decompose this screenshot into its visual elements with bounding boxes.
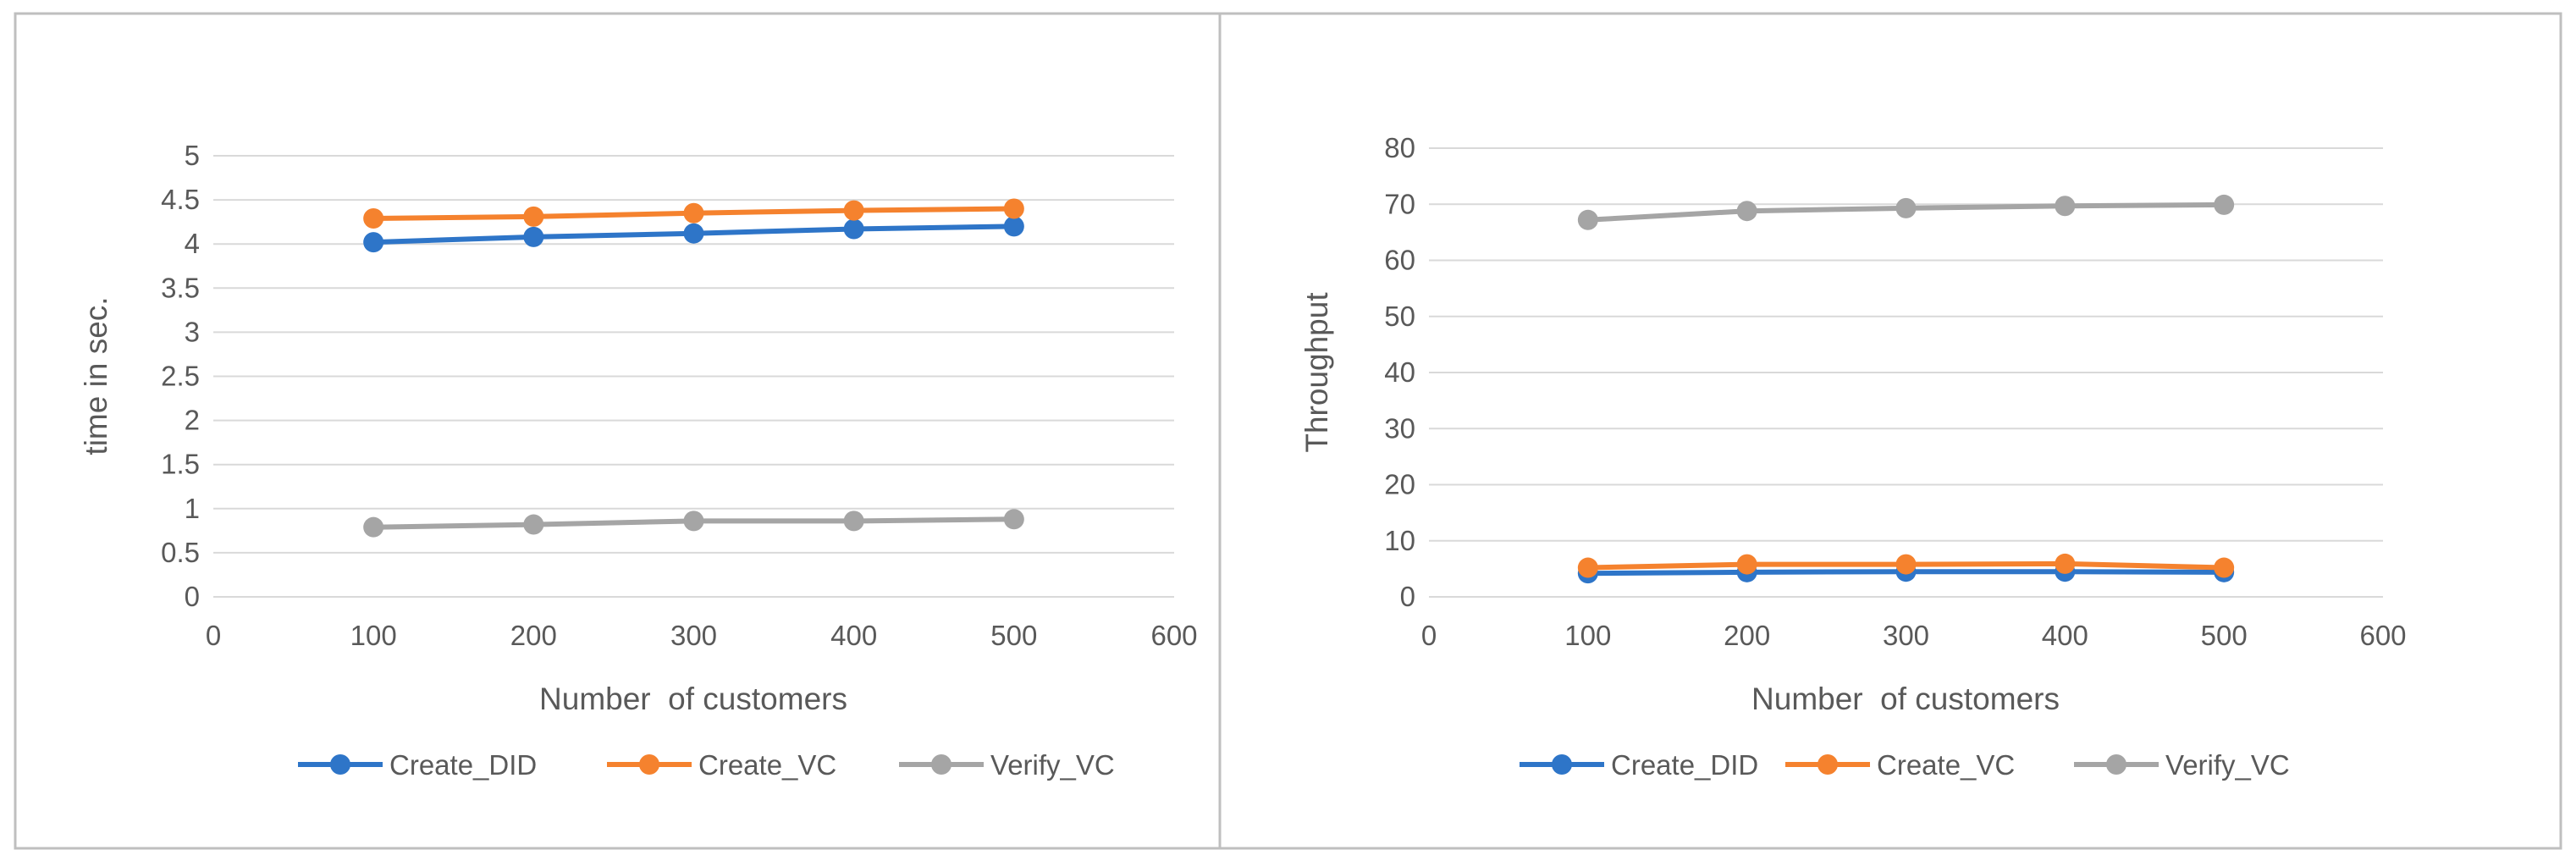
legend-label: Verify_VC — [990, 749, 1115, 781]
x-tick-label: 100 — [1564, 620, 1611, 651]
chart-frame-right — [1218, 12, 2562, 850]
data-point-create-did — [1003, 216, 1024, 237]
legend-item-create-did: Create_DID — [1520, 749, 1758, 781]
legend-label: Create_VC — [698, 749, 836, 781]
legend-label: Create_VC — [1877, 749, 2015, 781]
x-tick-label: 400 — [830, 620, 877, 651]
data-point-create-vc — [363, 207, 384, 229]
x-tick-label: 500 — [990, 620, 1037, 651]
legend-marker-swatch — [1552, 754, 1572, 775]
y-tick-label: 5 — [185, 140, 200, 171]
y-tick-label: 3.5 — [161, 272, 200, 303]
data-point-create-did — [683, 223, 704, 244]
x-axis-title: Number of customers — [539, 682, 847, 716]
y-tick-label: 1 — [185, 493, 200, 524]
data-point-create-vc — [523, 206, 544, 227]
x-axis-title: Number of customers — [1751, 682, 2060, 716]
data-point-create-vc — [1736, 554, 1757, 575]
legend-label: Verify_VC — [2165, 749, 2290, 781]
data-point-create-vc — [683, 202, 704, 224]
data-point-create-vc — [1003, 198, 1024, 219]
data-point-verify-vc — [843, 511, 864, 532]
y-tick-label: 50 — [1384, 301, 1415, 332]
y-tick-label: 70 — [1384, 188, 1415, 219]
y-tick-label: 30 — [1384, 412, 1415, 444]
y-tick-label: 0.5 — [161, 537, 200, 568]
legend-marker-swatch — [931, 754, 952, 775]
y-tick-label: 0 — [1400, 581, 1415, 612]
data-point-verify-vc — [1003, 509, 1024, 530]
legend-item-verify-vc: Verify_VC — [2074, 749, 2290, 781]
chart-time: 0 0.5 1 1.5 2 2.5 3 3.5 4 4.5 5 0 100 200 300 400 500 600… — [79, 140, 1198, 781]
y-tick-label: 80 — [1384, 132, 1415, 163]
data-point-create-did — [363, 232, 384, 253]
legend-label: Create_DID — [389, 749, 537, 781]
x-tick-label: 300 — [670, 620, 717, 651]
data-point-verify-vc — [1736, 201, 1757, 222]
legend-marker-swatch — [639, 754, 659, 775]
data-point-create-vc — [1577, 557, 1598, 578]
y-tick-label: 2 — [185, 405, 200, 436]
y-axis-title: time in sec. — [79, 296, 113, 455]
x-tick-label: 100 — [350, 620, 397, 651]
data-point-create-did — [523, 226, 544, 247]
y-tick-label: 20 — [1384, 469, 1415, 500]
data-point-create-vc — [2214, 557, 2235, 578]
chart-frame-left — [14, 12, 1222, 850]
x-tick-label: 300 — [1883, 620, 1929, 651]
data-point-create-vc — [2055, 553, 2076, 574]
x-tick-label: 200 — [1724, 620, 1770, 651]
data-point-create-vc — [843, 200, 864, 221]
legend-label: Create_DID — [1611, 749, 1758, 781]
chart-throughput: 0 10 20 30 40 50 60 70 80 0 100 200 300 400 500 600 Numb… — [1299, 132, 2407, 781]
legend-item-create-vc: Create_VC — [607, 749, 836, 781]
y-tick-label: 1.5 — [161, 449, 200, 480]
y-axis-title: Throughput — [1299, 292, 1334, 453]
x-tick-label: 0 — [1421, 620, 1437, 651]
data-point-verify-vc — [683, 511, 704, 532]
legend-item-create-vc: Create_VC — [1785, 749, 2015, 781]
legend-marker-swatch — [2106, 754, 2126, 775]
data-point-verify-vc — [363, 516, 384, 538]
data-point-verify-vc — [2214, 194, 2235, 215]
x-tick-label: 400 — [2042, 620, 2088, 651]
data-point-create-did — [843, 218, 864, 240]
y-tick-label: 0 — [185, 581, 200, 612]
y-tick-label: 2.5 — [161, 361, 200, 392]
legend-marker-swatch — [1818, 754, 1838, 775]
y-tick-label: 3 — [185, 316, 200, 347]
x-tick-label: 0 — [206, 620, 221, 651]
x-tick-label: 600 — [2359, 620, 2406, 651]
y-tick-label: 40 — [1384, 356, 1415, 388]
data-point-verify-vc — [1895, 197, 1917, 218]
data-point-verify-vc — [2055, 196, 2076, 217]
x-tick-label: 600 — [1150, 620, 1197, 651]
legend-item-create-did: Create_DID — [298, 749, 537, 781]
x-tick-label: 500 — [2201, 620, 2248, 651]
y-tick-label: 10 — [1384, 525, 1415, 556]
y-tick-label: 60 — [1384, 245, 1415, 276]
legend-item-verify-vc: Verify_VC — [899, 749, 1115, 781]
data-point-verify-vc — [1577, 209, 1598, 230]
data-point-verify-vc — [523, 514, 544, 535]
legend-marker-swatch — [330, 754, 350, 775]
data-point-create-vc — [1895, 554, 1917, 575]
x-tick-label: 200 — [510, 620, 557, 651]
y-tick-label: 4 — [185, 228, 200, 259]
y-tick-label: 4.5 — [161, 184, 200, 215]
